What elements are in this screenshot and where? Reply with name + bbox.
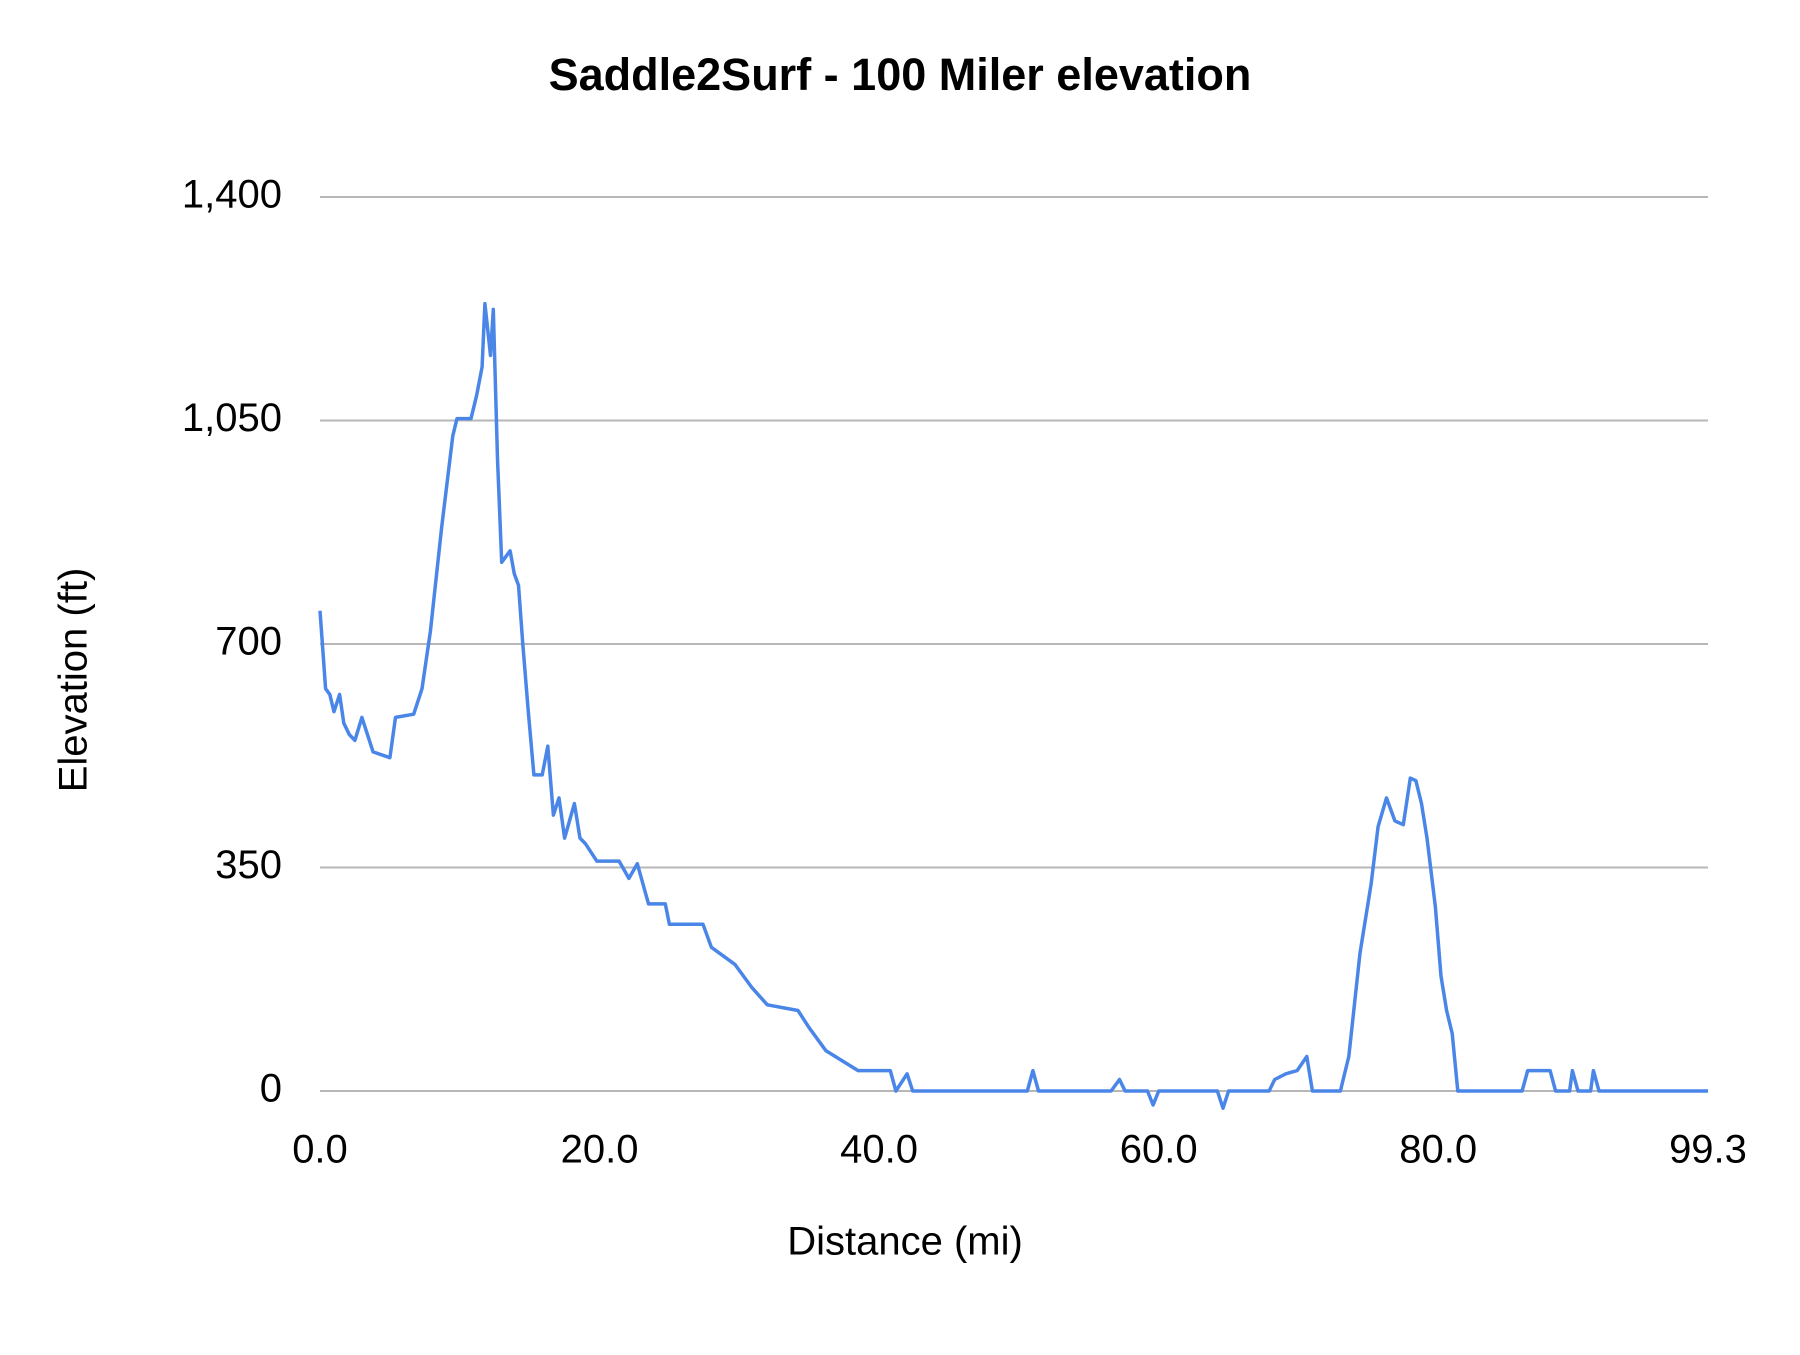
y-axis-title: Elevation (ft)	[52, 568, 96, 793]
y-tick-label: 0	[260, 1067, 282, 1111]
x-tick-label: 99.3	[1669, 1128, 1747, 1172]
x-axis-title: Distance (mi)	[787, 1220, 1023, 1264]
plot-area	[318, 301, 1708, 1110]
y-tick-label: 1,050	[182, 396, 282, 440]
y-tick-label: 350	[215, 843, 282, 887]
x-tick-label: 60.0	[1120, 1128, 1198, 1172]
elevation-line	[318, 301, 1708, 1110]
x-tick-label: 80.0	[1399, 1128, 1477, 1172]
x-tick-label: 20.0	[561, 1128, 639, 1172]
y-tick-label: 1,400	[182, 173, 282, 217]
chart-title: Saddle2Surf - 100 Miler elevation	[549, 49, 1252, 100]
y-tick-label: 700	[215, 620, 282, 664]
x-tick-label: 40.0	[840, 1128, 918, 1172]
x-tick-label: 0.0	[292, 1128, 348, 1172]
